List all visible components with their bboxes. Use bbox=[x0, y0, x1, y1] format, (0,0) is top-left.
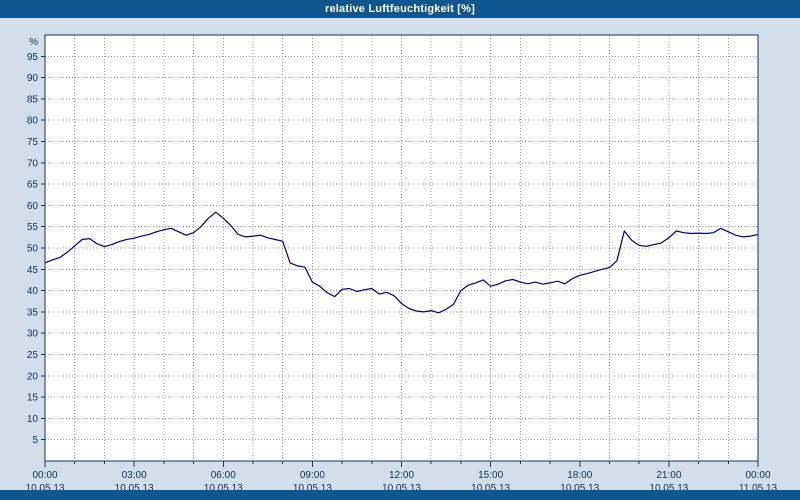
y-axis-label: 45 bbox=[27, 265, 39, 276]
x-axis-time-label: 12:00 bbox=[389, 470, 414, 481]
y-axis-label: 20 bbox=[27, 371, 39, 382]
x-axis-date-label: 10.05.13 bbox=[649, 483, 688, 490]
y-axis-label: 65 bbox=[27, 180, 39, 191]
x-axis-date-label: 10.05.13 bbox=[471, 483, 510, 490]
x-axis-date-label: 11.05.13 bbox=[739, 483, 778, 490]
y-axis-label: 85 bbox=[27, 94, 39, 105]
x-axis-time-label: 00:00 bbox=[32, 470, 57, 481]
x-axis-date-label: 10.05.13 bbox=[26, 483, 65, 490]
y-axis-label: 95 bbox=[27, 52, 39, 63]
x-axis-time-label: 15:00 bbox=[478, 470, 503, 481]
bottom-bar bbox=[0, 490, 800, 500]
x-axis-time-label: 18:00 bbox=[567, 470, 592, 481]
y-axis-label: 10 bbox=[27, 414, 39, 425]
x-axis-time-label: 09:00 bbox=[300, 470, 325, 481]
humidity-series-line bbox=[44, 211, 759, 314]
y-axis-label: 40 bbox=[27, 286, 39, 297]
x-axis-date-label: 10.05.13 bbox=[560, 483, 599, 490]
y-axis-label: 15 bbox=[27, 393, 39, 404]
y-axis-label: 35 bbox=[27, 307, 39, 318]
y-axis-label: 5 bbox=[32, 435, 38, 446]
y-axis-label: 80 bbox=[27, 116, 39, 127]
y-axis-unit-label: % bbox=[29, 37, 38, 48]
y-axis-label: 70 bbox=[27, 158, 39, 169]
y-axis-label: 50 bbox=[27, 244, 39, 255]
x-axis-date-label: 10.05.13 bbox=[115, 483, 154, 490]
y-axis-label: 75 bbox=[27, 137, 39, 148]
chart-area: 5 10 15 20 25 30 35 40 45 50 55 60 65 70 75 80 85 90 95% 00… bbox=[0, 18, 800, 490]
x-axis-date-label: 10.05.13 bbox=[382, 483, 421, 490]
title-bar: relative Luftfeuchtigkeit [%] bbox=[0, 0, 800, 18]
y-axis-label: 60 bbox=[27, 201, 39, 212]
chart-title: relative Luftfeuchtigkeit [%] bbox=[324, 3, 476, 15]
y-axis-label: 55 bbox=[27, 222, 39, 233]
x-axis-time-label: 00:00 bbox=[745, 470, 770, 481]
y-axis-label: 90 bbox=[27, 73, 39, 84]
x-axis-time-label: 03:00 bbox=[122, 470, 147, 481]
y-axis-label: 30 bbox=[27, 329, 39, 340]
x-axis-time-label: 21:00 bbox=[656, 470, 681, 481]
x-axis-date-label: 10.05.13 bbox=[293, 483, 332, 490]
humidity-chart: 5 10 15 20 25 30 35 40 45 50 55 60 65 70 75 80 85 90 95% 00… bbox=[26, 34, 778, 490]
y-axis-label: 25 bbox=[27, 350, 39, 361]
x-axis-time-label: 06:00 bbox=[211, 470, 236, 481]
x-axis-date-label: 10.05.13 bbox=[204, 483, 243, 490]
